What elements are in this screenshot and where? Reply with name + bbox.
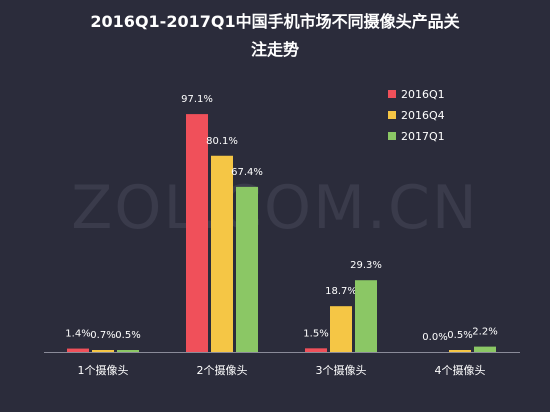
data-label-2016Q1-2: 97.1%: [181, 94, 213, 105]
chart-title: 2016Q1-2017Q1中国手机市场不同摄像头产品关 注走势: [0, 8, 550, 64]
data-label-2016Q1-4: 0.0%: [422, 332, 447, 343]
data-label-2016Q1-1: 1.4%: [65, 329, 90, 340]
data-label-2017Q1-1: 0.5%: [115, 330, 140, 341]
legend-label-2016Q4: 2016Q4: [401, 109, 445, 122]
legend-label-2017Q1: 2017Q1: [401, 130, 445, 143]
bar-2017Q1-2: [236, 186, 258, 352]
bar-2016Q4-1: [92, 350, 114, 352]
x-tick-labels: 1个摄像头 2个摄像头 3个摄像头 4个摄像头: [78, 363, 486, 377]
x-tick-label-4: 4个摄像头: [435, 363, 486, 377]
bar-2016Q1-2: [186, 114, 208, 352]
legend-label-2016Q1: 2016Q1: [401, 88, 445, 101]
bar-2016Q4-4: [449, 350, 471, 352]
data-label-2017Q1-2: 67.4%: [231, 167, 263, 178]
data-label-2017Q1-4: 2.2%: [472, 327, 497, 338]
chart-title-line-1: 2016Q1-2017Q1中国手机市场不同摄像头产品关: [90, 12, 460, 31]
legend-swatch-2016Q1: [388, 90, 396, 98]
watermark: ZOL.COM.CN: [71, 173, 479, 243]
bar-2017Q1-1: [117, 350, 139, 352]
bar-2017Q1-3: [355, 280, 377, 352]
bar-2016Q1-3: [305, 348, 327, 352]
chart-title-line-2: 注走势: [250, 40, 299, 59]
data-label-2016Q4-3: 18.7%: [325, 286, 357, 297]
bar-2016Q4-3: [330, 306, 352, 352]
x-tick-label-3: 3个摄像头: [316, 363, 367, 377]
data-label-2016Q4-4: 0.5%: [447, 330, 472, 341]
data-label-2017Q1-3: 29.3%: [350, 260, 382, 271]
data-label-2016Q4-2: 80.1%: [206, 136, 238, 147]
data-label-2016Q4-1: 0.7%: [90, 330, 115, 341]
bar-2016Q1-1: [67, 348, 89, 352]
legend: 2016Q1 2016Q4 2017Q1: [388, 88, 445, 143]
legend-swatch-2017Q1: [388, 132, 396, 140]
legend-swatch-2016Q4: [388, 111, 396, 119]
x-tick-label-2: 2个摄像头: [197, 363, 248, 377]
bar-2016Q4-2: [211, 155, 233, 352]
bars-group: 1.4% 97.1% 1.5% 0.0% 0.7% 80.1% 18.7% 0.5% 0.5% 6…: [65, 94, 498, 352]
x-tick-label-1: 1个摄像头: [78, 363, 129, 377]
bar-2017Q1-4: [474, 346, 496, 352]
data-label-2016Q1-3: 1.5%: [303, 328, 328, 339]
